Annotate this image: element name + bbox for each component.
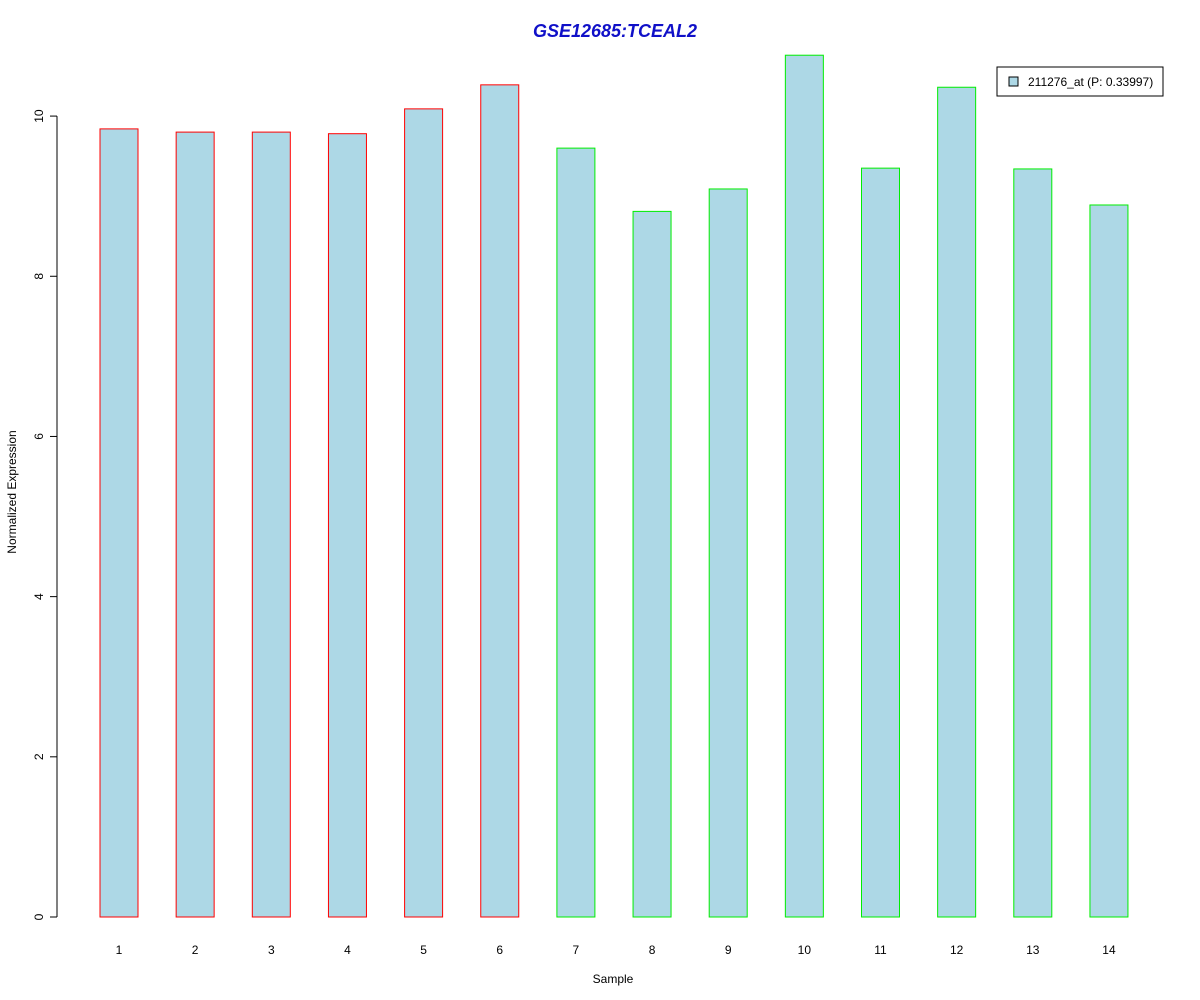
bar-sample-2 bbox=[175, 131, 215, 918]
bar-sample-13 bbox=[1013, 168, 1053, 918]
y-tick-label: 2 bbox=[32, 753, 46, 760]
bar-sample-7 bbox=[556, 147, 596, 918]
y-axis: 0 2 4 6 8 10 bbox=[32, 109, 58, 920]
bar-sample-5 bbox=[404, 108, 444, 918]
legend-label: 211276_at (P: 0.33997) bbox=[1028, 75, 1153, 89]
x-tick-label: 14 bbox=[1102, 943, 1116, 957]
bar-sample-12 bbox=[937, 86, 977, 918]
x-tick-label: 2 bbox=[192, 943, 199, 957]
x-tick-label: 12 bbox=[950, 943, 964, 957]
x-tick-label: 3 bbox=[268, 943, 275, 957]
x-axis-label: Sample bbox=[593, 972, 634, 986]
x-axis: 1 2 3 4 5 6 7 8 9 10 11 12 13 14 bbox=[116, 943, 1116, 957]
y-tick-label: 4 bbox=[32, 593, 46, 600]
x-tick-label: 9 bbox=[725, 943, 732, 957]
legend-box bbox=[996, 66, 1164, 97]
x-tick-label: 8 bbox=[649, 943, 656, 957]
bar-sample-1 bbox=[99, 128, 139, 918]
x-tick-label: 7 bbox=[573, 943, 580, 957]
bar-sample-8 bbox=[632, 210, 672, 918]
bar-sample-4 bbox=[327, 133, 367, 918]
y-tick-label: 10 bbox=[32, 109, 46, 123]
bar-sample-3 bbox=[251, 131, 291, 918]
x-tick-label: 1 bbox=[116, 943, 123, 957]
bar-sample-14 bbox=[1089, 204, 1129, 918]
x-tick-label: 11 bbox=[874, 943, 887, 957]
x-tick-label: 6 bbox=[496, 943, 503, 957]
bars-group bbox=[99, 54, 1129, 918]
x-tick-label: 4 bbox=[344, 943, 351, 957]
legend-swatch bbox=[1008, 76, 1019, 87]
bar-sample-11 bbox=[861, 167, 900, 918]
bar-sample-9 bbox=[708, 188, 748, 918]
y-axis-label: Normalized Expression bbox=[5, 430, 19, 553]
chart-title: GSE12685:TCEAL2 bbox=[533, 21, 697, 41]
legend: 211276_at (P: 0.33997) bbox=[996, 66, 1164, 97]
x-tick-label: 13 bbox=[1026, 943, 1040, 957]
y-tick-label: 6 bbox=[32, 433, 46, 440]
y-tick-label: 0 bbox=[32, 913, 46, 920]
bar-sample-10 bbox=[784, 54, 824, 918]
x-tick-label: 5 bbox=[420, 943, 427, 957]
x-tick-label: 10 bbox=[798, 943, 812, 957]
bar-sample-6 bbox=[480, 84, 520, 918]
y-tick-label: 8 bbox=[32, 273, 46, 280]
